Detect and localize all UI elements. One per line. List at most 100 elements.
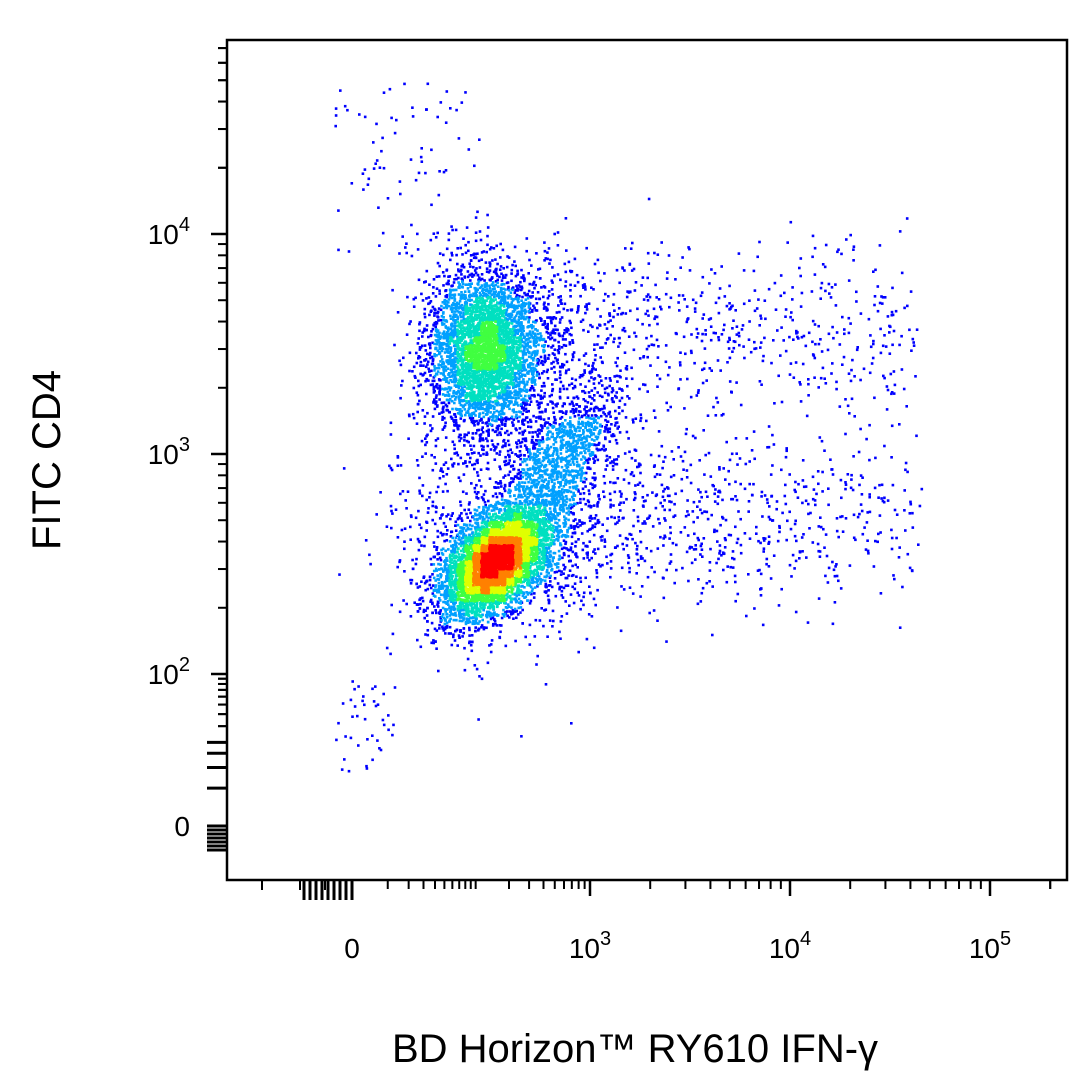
data-point [783, 291, 786, 295]
data-point [568, 341, 572, 345]
data-point [545, 438, 549, 441]
data-point [510, 417, 513, 420]
data-point [362, 695, 365, 698]
data-point [361, 172, 365, 175]
data-point [467, 508, 471, 511]
data-point [523, 444, 527, 447]
data-point [547, 571, 550, 575]
data-point [512, 410, 516, 414]
data-point [688, 547, 691, 550]
data-point [710, 268, 713, 271]
data-point [464, 294, 467, 297]
data-point [918, 504, 922, 508]
data-point [569, 436, 572, 440]
data-point [458, 411, 462, 415]
data-point [508, 402, 512, 405]
data-point [454, 396, 458, 399]
data-point [546, 426, 549, 430]
data-point [716, 359, 720, 362]
data-point [436, 404, 439, 407]
data-point [507, 433, 510, 437]
data-point [718, 466, 721, 469]
data-point [474, 409, 478, 413]
data-point [457, 281, 460, 284]
data-point [468, 626, 471, 630]
data-point [771, 519, 775, 522]
data-point [696, 391, 700, 394]
data-point [458, 439, 461, 443]
data-point [449, 617, 452, 621]
data-point [679, 455, 683, 458]
data-point [635, 572, 638, 575]
data-point [449, 107, 452, 110]
data-point [611, 433, 615, 436]
data-point [449, 258, 452, 262]
data-point [442, 253, 445, 257]
data-point [435, 335, 439, 338]
data-point [349, 736, 353, 740]
data-point [413, 601, 416, 604]
data-point [605, 555, 608, 559]
data-point [614, 462, 617, 466]
data-point [551, 317, 554, 321]
data-point [571, 585, 574, 589]
data-point [542, 624, 545, 628]
data-point [615, 462, 619, 466]
data-point [627, 335, 631, 338]
data-point [414, 516, 418, 520]
data-point [584, 426, 587, 429]
data-point [762, 539, 766, 542]
data-point [759, 314, 762, 318]
data-point [522, 457, 526, 461]
data-point [539, 428, 542, 432]
data-point [581, 276, 585, 280]
data-point [444, 436, 448, 439]
data-point [428, 491, 432, 495]
data-point [495, 272, 498, 276]
data-point [556, 348, 560, 352]
data-point [518, 431, 521, 435]
data-point [457, 137, 461, 140]
data-point [602, 444, 605, 448]
data-point [434, 510, 438, 514]
data-point [435, 394, 438, 397]
data-point [405, 602, 408, 606]
data-point [560, 439, 563, 442]
data-point [560, 615, 564, 618]
data-point [460, 529, 463, 533]
data-point [646, 493, 649, 497]
data-point [416, 232, 419, 236]
data-point [560, 547, 564, 551]
data-point [566, 396, 570, 399]
data-point [624, 367, 628, 370]
data-point [561, 556, 564, 560]
data-point [767, 542, 770, 545]
data-point [731, 350, 734, 353]
data-point [454, 520, 458, 524]
data-point [488, 269, 492, 272]
data-point [462, 237, 465, 240]
data-point [571, 355, 575, 359]
data-point [691, 298, 695, 302]
data-point [865, 437, 868, 441]
data-point [375, 513, 378, 516]
data-point [588, 585, 591, 588]
data-point [499, 482, 503, 485]
data-point [681, 256, 684, 259]
data-point [767, 540, 771, 544]
data-point [572, 396, 576, 400]
data-point [762, 354, 765, 358]
data-point [807, 512, 810, 516]
data-point [454, 273, 458, 277]
data-point [602, 404, 606, 408]
data-point [547, 589, 550, 592]
data-point [415, 557, 418, 561]
data-point [541, 437, 545, 441]
data-point [442, 362, 445, 365]
data-point [467, 240, 470, 244]
data-point [593, 459, 596, 463]
data-point [524, 635, 527, 639]
data-point [519, 288, 522, 292]
data-point [434, 236, 438, 239]
data-point [472, 622, 476, 625]
